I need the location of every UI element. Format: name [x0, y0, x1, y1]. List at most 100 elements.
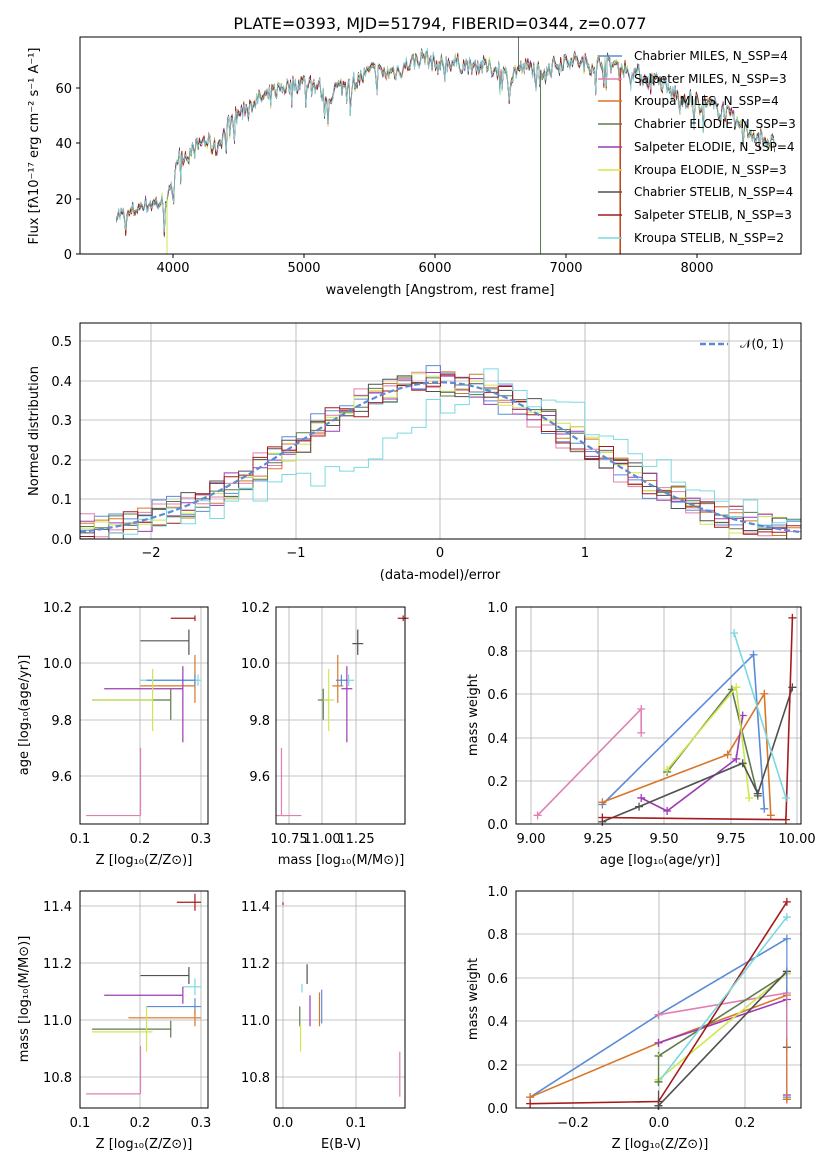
point-marker: [788, 613, 797, 622]
hist-step: [80, 368, 801, 540]
series-line: [657, 916, 788, 1083]
frame: [275, 606, 406, 825]
series-line: [657, 970, 788, 1107]
y-tick: 11.0: [241, 1014, 270, 1029]
x-tick: 0.0: [649, 1116, 670, 1131]
weight-vs-age-panel: 9.00 9.25 9.50 9.75 10.00 0.0 0.2 0.4 0.…: [466, 601, 816, 868]
point-marker: [738, 759, 747, 768]
x-tick: 0: [436, 546, 444, 561]
y-tick: 0.4: [51, 375, 72, 390]
x-axis-label: E(B-V): [321, 1137, 361, 1152]
legend-label: 𝒩(0, 1): [740, 337, 784, 351]
legend-label: Salpeter STELIB, N_SSP=3: [634, 208, 792, 222]
y-tick: 0.5: [51, 335, 72, 350]
x-tick: 0.0: [273, 1116, 294, 1131]
x-tick: 8000: [680, 261, 713, 276]
x-tick: 10.00: [778, 832, 815, 847]
series-line: [602, 691, 772, 816]
series-line: [657, 972, 788, 1081]
x-tick: 0.3: [191, 1116, 212, 1131]
y-tick: 11.4: [43, 900, 72, 915]
x-tick: 0.3: [191, 832, 212, 847]
x-tick: 7000: [549, 261, 582, 276]
y-tick: 0.4: [487, 732, 508, 747]
point-marker: [598, 798, 607, 807]
spectrum-yticks: 0 20 40 60: [55, 82, 80, 263]
y-tick: 11.2: [43, 957, 72, 972]
spectrum-frame: [79, 36, 802, 255]
point-marker: [760, 689, 769, 698]
age-vs-mass-panel: 10.75 11.00 11.25 9.6 9.8 10.0 10.2 mass…: [241, 601, 409, 868]
x-axis-label: wavelength [Angstrom, rest frame]: [326, 283, 555, 298]
age-vs-z-panel: 0.1 0.2 0.3 9.6 9.8 10.0 10.2 Z [log₁₀(Z…: [17, 601, 211, 868]
y-tick: 10.2: [241, 601, 270, 616]
x-tick: 11.00: [303, 832, 340, 847]
x-tick: 1: [581, 546, 589, 561]
plot: [533, 613, 797, 826]
legend-label: Kroupa STELIB, N_SSP=2: [634, 231, 784, 245]
point-marker: [781, 815, 790, 824]
plot: [86, 615, 201, 817]
grid: [79, 891, 208, 1108]
y-tick: 9.6: [51, 770, 72, 785]
point-marker: [637, 704, 646, 713]
spectrum-line: [116, 47, 775, 233]
hist-step: [80, 374, 801, 540]
x-axis-label: age [log₁₀(age/yr)]: [600, 853, 721, 868]
series-line: [640, 715, 744, 812]
x-tick: 9.75: [717, 832, 746, 847]
mass-vs-ebv-panel: 0.0 0.1 10.8 11.0 11.2 11.4 E(B-V): [241, 890, 406, 1152]
point-marker: [663, 765, 672, 774]
point-marker: [732, 683, 741, 692]
point-marker: [598, 813, 607, 822]
legend-label: Salpeter MILES, N_SSP=3: [634, 72, 787, 86]
point-marker: [637, 728, 646, 737]
hist-frame: [79, 322, 802, 540]
plot: [526, 897, 791, 1110]
x-tick: 9.50: [650, 832, 679, 847]
x-tick: −0.2: [557, 1116, 589, 1131]
x-axis-label: (data-model)/error: [380, 568, 501, 583]
x-axis-label: Z [log₁₀(Z/Z⊙)]: [96, 1137, 193, 1152]
y-tick: 0.4: [487, 1015, 508, 1030]
point-marker: [753, 789, 762, 798]
x-tick: 11.25: [337, 832, 374, 847]
point-marker: [526, 1099, 535, 1108]
point-marker: [654, 1010, 663, 1019]
point-marker: [654, 1038, 663, 1047]
x-tick: −2: [141, 546, 160, 561]
hist-step: [80, 365, 801, 531]
y-tick: 0.2: [51, 454, 72, 469]
x-tick: 6000: [418, 261, 451, 276]
grid: [276, 891, 405, 1108]
y-tick: 0.0: [487, 818, 508, 833]
grid: [516, 891, 801, 1108]
point-marker: [732, 754, 741, 763]
y-tick: 1.0: [487, 885, 508, 900]
hist-step: [80, 371, 801, 538]
series-line: [658, 972, 788, 1057]
legend-label: Chabrier STELIB, N_SSP=4: [634, 185, 793, 199]
point-marker: [766, 811, 775, 820]
y-tick: 0: [64, 248, 72, 263]
plot: [276, 615, 409, 817]
residual-histogram-panel: −2 −1 0 1 2 0.0 0.1 0.2 0.3 0.4 0.5 (dat…: [27, 322, 802, 583]
y-tick: 0.8: [487, 928, 508, 943]
x-tick: 5000: [287, 261, 320, 276]
y-tick: 9.8: [249, 714, 270, 729]
x-tick: 9.00: [517, 832, 546, 847]
grid: [276, 606, 405, 824]
y-axis-label: Flux [fλ10⁻¹⁷ erg cm⁻² s⁻¹ A⁻¹]: [27, 48, 42, 245]
spectrum-plot: [116, 37, 775, 254]
frame: [275, 890, 406, 1109]
frame: [79, 890, 209, 1109]
series-line: [658, 992, 788, 1016]
frame: [79, 606, 209, 825]
figure-title: PLATE=0393, MJD=51794, FIBERID=0344, z=0…: [233, 14, 646, 33]
y-axis-label: mass [log₁₀(M/M⊙)]: [17, 936, 32, 1063]
y-tick: 0.0: [487, 1102, 508, 1117]
y-tick: 0.8: [487, 645, 508, 660]
y-tick: 9.6: [249, 770, 270, 785]
x-tick: 0.1: [346, 1116, 367, 1131]
frame: [515, 890, 802, 1109]
